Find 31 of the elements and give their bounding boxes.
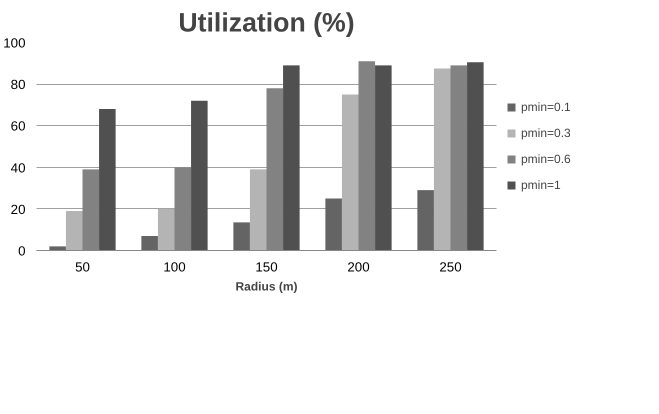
- x-tick-label: 200: [347, 260, 370, 274]
- x-tick-label: 50: [75, 260, 90, 274]
- bar: [141, 236, 158, 250]
- x-tick-label: 250: [439, 260, 462, 274]
- bar: [375, 65, 392, 250]
- y-tick-label: 0: [18, 244, 26, 258]
- bar: [467, 62, 484, 250]
- x-tick-label: 150: [255, 260, 278, 274]
- bar: [99, 109, 116, 250]
- y-tick-label: 40: [10, 160, 26, 176]
- bar: [342, 94, 358, 250]
- bar: [66, 210, 82, 250]
- y-tick-label: 60: [10, 118, 26, 134]
- bar: [250, 169, 266, 250]
- legend-label: pmin=1: [521, 178, 561, 192]
- bar: [191, 100, 208, 250]
- bar: [434, 68, 450, 250]
- bar: [325, 198, 342, 250]
- x-axis-title: Radius (m): [236, 280, 298, 294]
- legend-label: pmin=0.6: [521, 152, 571, 166]
- bar: [158, 208, 174, 250]
- bar: [233, 222, 250, 250]
- y-tick-label: 20: [10, 202, 26, 217]
- legend-label: pmin=0.1: [521, 100, 571, 114]
- bar: [417, 190, 434, 250]
- y-tick-label: 80: [10, 77, 26, 92]
- chart-title: Utilization (%): [178, 8, 355, 38]
- y-tick-label: 100: [3, 36, 26, 50]
- bar: [283, 65, 300, 250]
- x-tick-label: 100: [163, 260, 186, 274]
- legend-label: pmin=0.3: [521, 126, 571, 140]
